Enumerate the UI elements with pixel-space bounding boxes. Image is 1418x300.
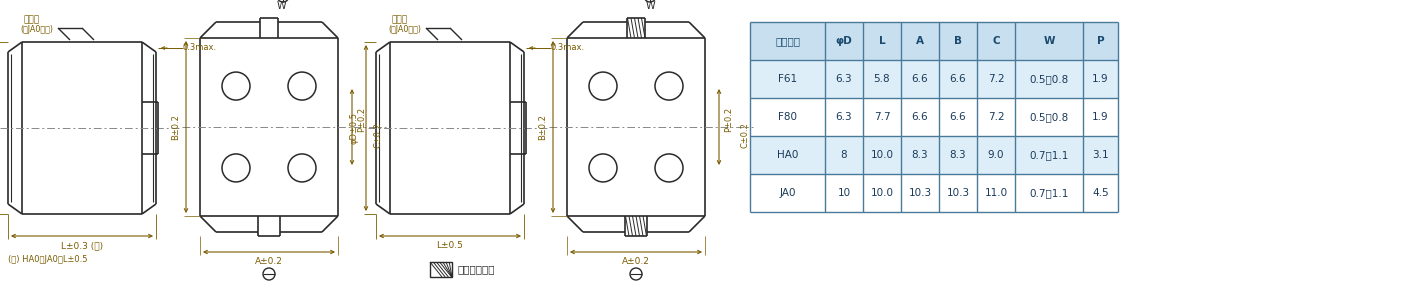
Text: P±0.2: P±0.2 (725, 106, 733, 132)
Text: 11.0: 11.0 (984, 188, 1008, 198)
Text: 5.8: 5.8 (873, 74, 891, 84)
Text: 内：辅助端子: 内：辅助端子 (458, 265, 495, 275)
Text: F80: F80 (778, 112, 797, 122)
Bar (750, 136, 1117, 174)
Text: 压力阀: 压力阀 (24, 16, 40, 25)
Text: 8: 8 (841, 150, 848, 160)
Bar (430, 262, 452, 277)
Text: 3.1: 3.1 (1092, 150, 1109, 160)
Bar (750, 98, 1117, 136)
Bar (750, 174, 1117, 212)
Text: 0.5～0.8: 0.5～0.8 (1029, 112, 1069, 122)
Text: B±0.2: B±0.2 (172, 114, 180, 140)
Text: 1.9: 1.9 (1092, 74, 1109, 84)
Text: JA0: JA0 (780, 188, 795, 198)
Text: 压力阀: 压力阀 (391, 16, 408, 25)
Text: F61: F61 (778, 74, 797, 84)
Text: 9.0: 9.0 (988, 150, 1004, 160)
Text: 10.3: 10.3 (909, 188, 932, 198)
Text: P±0.2: P±0.2 (357, 106, 366, 132)
Bar (750, 22, 1117, 60)
Text: B±0.2: B±0.2 (539, 114, 547, 140)
Text: 尺寸代码: 尺寸代码 (776, 36, 800, 46)
Text: 1.9: 1.9 (1092, 112, 1109, 122)
Text: 6.3: 6.3 (835, 74, 852, 84)
Text: 0.3max.: 0.3max. (552, 44, 586, 52)
Text: A: A (916, 36, 925, 46)
Text: 0.3max.: 0.3max. (183, 44, 217, 52)
Text: 8.3: 8.3 (950, 150, 966, 160)
Text: L±0.3 (注): L±0.3 (注) (61, 242, 104, 250)
Text: (注) HA0、JA0为L±0.5: (注) HA0、JA0为L±0.5 (9, 254, 88, 263)
Text: HA0: HA0 (777, 150, 798, 160)
Text: 4.5: 4.5 (1092, 188, 1109, 198)
Text: P: P (1096, 36, 1105, 46)
Text: 10.0: 10.0 (871, 150, 893, 160)
Text: C±0.2: C±0.2 (373, 122, 383, 148)
Text: L: L (879, 36, 885, 46)
Text: 6.3: 6.3 (835, 112, 852, 122)
Text: (只JA0对应): (只JA0对应) (389, 26, 421, 34)
Text: (只JA0对应): (只JA0对应) (20, 26, 52, 34)
Text: L±0.5: L±0.5 (437, 242, 464, 250)
Text: W: W (1044, 36, 1055, 46)
Text: C: C (993, 36, 1000, 46)
Text: 6.6: 6.6 (912, 74, 929, 84)
Text: A±0.2: A±0.2 (623, 257, 649, 266)
Text: 0.5～0.8: 0.5～0.8 (1029, 74, 1069, 84)
Text: 0.7～1.1: 0.7～1.1 (1029, 150, 1069, 160)
Text: 10: 10 (838, 188, 851, 198)
Text: 8.3: 8.3 (912, 150, 929, 160)
Bar (750, 60, 1117, 98)
Text: W: W (645, 1, 655, 11)
Text: B: B (954, 36, 961, 46)
Text: C±0.2: C±0.2 (740, 122, 750, 148)
Text: W: W (277, 1, 286, 11)
Text: 7.2: 7.2 (988, 74, 1004, 84)
Text: 10.0: 10.0 (871, 188, 893, 198)
Text: φD: φD (835, 36, 852, 46)
Text: φD±0.5: φD±0.5 (349, 112, 359, 144)
Text: 6.6: 6.6 (950, 74, 966, 84)
Text: A±0.2: A±0.2 (255, 257, 284, 266)
Text: 6.6: 6.6 (950, 112, 966, 122)
Text: 10.3: 10.3 (946, 188, 970, 198)
Text: 7.2: 7.2 (988, 112, 1004, 122)
Text: 6.6: 6.6 (912, 112, 929, 122)
Text: 0.7～1.1: 0.7～1.1 (1029, 188, 1069, 198)
Text: 7.7: 7.7 (873, 112, 891, 122)
